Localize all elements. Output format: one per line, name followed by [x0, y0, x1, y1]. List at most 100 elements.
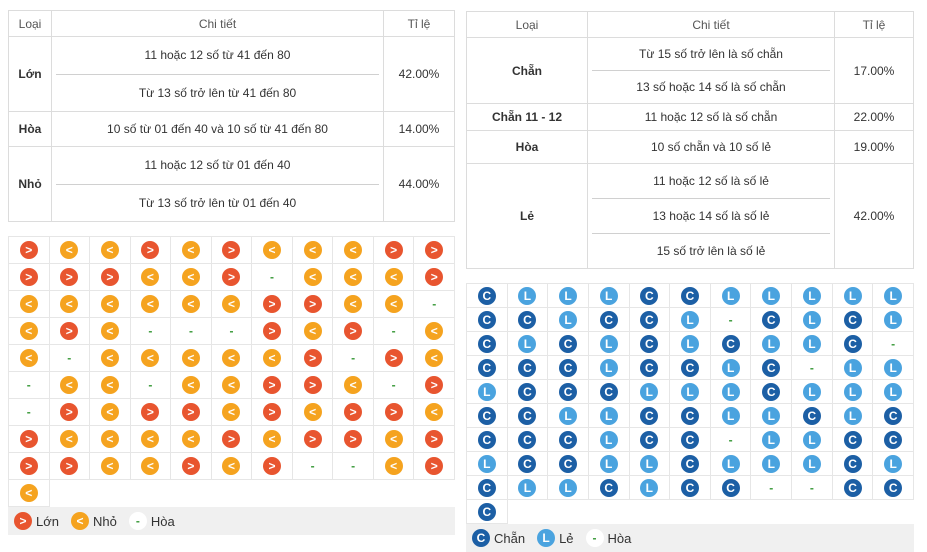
result-icon: L [721, 406, 740, 425]
result-icon: < [141, 268, 160, 286]
grid-cell: - [211, 318, 253, 345]
grid-cell: < [292, 318, 334, 345]
result-icon: < [222, 457, 241, 475]
result-icon: L [599, 334, 618, 353]
result-icon: > [303, 376, 322, 394]
result-icon: C [477, 430, 496, 449]
grid-cell: C [548, 428, 589, 452]
result-icon: C [884, 406, 903, 425]
grid-cell: L [832, 404, 874, 428]
result-icon: - [384, 376, 403, 394]
header-row: Loại Chi tiết Tỉ lệ [8, 10, 455, 37]
grid-cell: < [211, 399, 253, 426]
grid-cell: C [629, 428, 671, 452]
result-icon: C [680, 406, 699, 425]
grid-cell: < [9, 480, 50, 507]
result-icon: L [680, 382, 699, 401]
grid-cell: < [333, 291, 374, 318]
grid-cell: L [670, 380, 711, 404]
result-icon: C [640, 334, 659, 353]
result-icon: - [19, 376, 38, 394]
result-icon: L [721, 286, 740, 305]
grid-cell: - [710, 308, 752, 332]
grid-cell: - [9, 372, 50, 399]
detail-line: 11 hoặc 12 số từ 01 đến 40 [56, 147, 379, 185]
legend-icon: - [128, 512, 147, 530]
type-cell: Nhỏ [8, 146, 52, 222]
legend: > Lớn < Nhỏ - Hòa [8, 507, 455, 535]
result-icon: < [181, 268, 200, 286]
result-icon: C [599, 310, 618, 329]
result-icon: < [303, 241, 322, 259]
grid-cell: > [333, 318, 374, 345]
grid-cell: > [49, 453, 91, 480]
grid-cell: C [751, 380, 793, 404]
grid-cell: L [467, 452, 508, 476]
grid-cell: < [171, 426, 212, 453]
result-icon: L [802, 310, 821, 329]
grid-cell: < [130, 453, 172, 480]
result-icon: > [425, 457, 444, 475]
result-icon: > [384, 349, 403, 367]
result-icon: L [599, 406, 618, 425]
legend-icon: - [585, 529, 604, 547]
result-icon: > [344, 403, 363, 421]
grid-cell: C [588, 380, 630, 404]
result-icon: L [559, 310, 578, 329]
grid-cell: L [629, 476, 671, 500]
header-cell: Loại [466, 11, 588, 38]
grid-cell: > [414, 426, 455, 453]
result-icon: < [181, 295, 200, 313]
result-icon: L [884, 382, 903, 401]
grid-cell: C [832, 308, 874, 332]
grid-cell: > [373, 345, 415, 372]
grid-cell: < [130, 426, 172, 453]
grid-cell: L [710, 380, 752, 404]
detail-line: 11 hoặc 12 số là số lẻ [592, 164, 830, 199]
grid-cell: > [211, 264, 253, 291]
table-row: Nhỏ 11 hoặc 12 số từ 01 đến 40 Từ 13 số tr… [8, 146, 455, 222]
result-icon: C [762, 358, 781, 377]
result-icon: L [843, 358, 862, 377]
grid-cell: C [832, 428, 874, 452]
result-icon: C [477, 334, 496, 353]
result-icon: - [802, 478, 821, 497]
result-icon: C [843, 454, 862, 473]
result-icon: < [100, 403, 119, 421]
grid-cell: C [467, 476, 508, 500]
result-icon: > [222, 241, 241, 259]
result-icon: L [843, 286, 862, 305]
result-icon: L [477, 454, 496, 473]
grid-cell: < [211, 372, 253, 399]
legend-label: Lớn [36, 513, 59, 529]
grid-cell: C [507, 380, 549, 404]
result-icon: C [518, 358, 537, 377]
result-icon: < [263, 241, 282, 259]
result-icon: C [762, 310, 781, 329]
result-icon: > [303, 430, 322, 448]
result-icon: C [843, 430, 862, 449]
grid-cell: - [130, 372, 172, 399]
grid-cell: < [9, 318, 50, 345]
type-cell: Lẻ [466, 163, 588, 269]
result-icon: C [640, 286, 659, 305]
grid-cell: C [629, 332, 671, 356]
result-icon: C [680, 358, 699, 377]
legend-icon: C [472, 529, 490, 547]
grid-cell: C [588, 308, 630, 332]
rate-cell: 42.00% [834, 163, 914, 269]
result-icon: C [518, 382, 537, 401]
grid-cell: - [171, 318, 212, 345]
result-icon: - [263, 268, 282, 286]
result-icon: L [721, 382, 740, 401]
grid-cell: < [90, 237, 131, 264]
legend-icon: > [14, 512, 32, 530]
grid-cell: < [414, 345, 455, 372]
grid-cell: > [9, 264, 50, 291]
grid-cell: - [252, 264, 293, 291]
result-icon: C [477, 478, 496, 497]
grid-cell: > [9, 453, 50, 480]
result-icon: > [222, 430, 241, 448]
result-icon: C [559, 358, 578, 377]
detail-cell: 11 hoặc 12 số từ 41 đến 80 Từ 13 số trở l… [51, 36, 384, 112]
